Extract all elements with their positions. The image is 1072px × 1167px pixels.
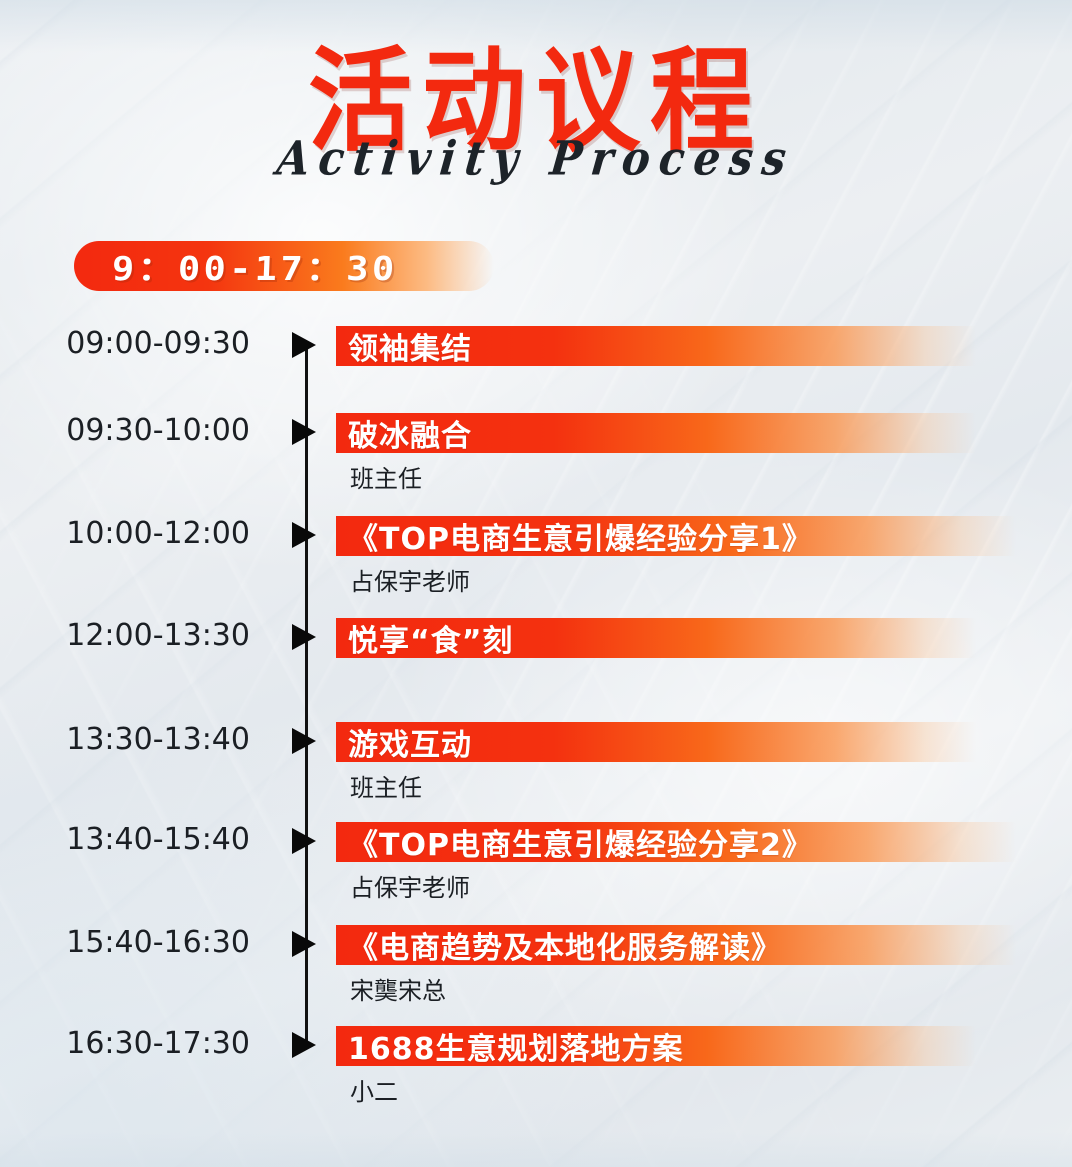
agenda-row-speaker: 占保宇老师 [350, 874, 470, 902]
page-title: 活动议程 [307, 35, 764, 167]
agenda-row-speaker: 班主任 [350, 465, 422, 493]
timeline-marker-triangle-icon [292, 419, 316, 445]
agenda-row-topic-bar: 1688生意规划落地方案 [336, 1026, 976, 1067]
agenda-row-topic-bar: 《TOP电商生意引爆经验分享1》 [336, 516, 1016, 557]
timeline-marker-triangle-icon [292, 728, 316, 754]
agenda-row-time: 13:30-13:40 [66, 722, 250, 757]
agenda-row-speaker: 宋龑宋总 [350, 977, 446, 1005]
agenda-row-speaker: 班主任 [350, 774, 422, 802]
agenda-row-time: 15:40-16:30 [66, 925, 250, 960]
timeline-marker-triangle-icon [292, 522, 316, 548]
agenda-row-speaker: 小二 [350, 1078, 398, 1106]
agenda-row-topic: 游戏互动 [348, 728, 472, 763]
agenda-row-topic-bar: 游戏互动 [336, 722, 976, 763]
agenda-row-topic: 领袖集结 [348, 332, 472, 367]
agenda-row-time: 16:30-17:30 [66, 1026, 250, 1061]
agenda-row-topic: 悦享“食”刻 [348, 624, 514, 659]
timeline-marker-triangle-icon [292, 1032, 316, 1058]
timeline-axis [305, 345, 308, 1045]
agenda-row-topic: 破冰融合 [348, 419, 472, 454]
agenda-row-topic-bar: 《电商趋势及本地化服务解读》 [336, 925, 1016, 966]
agenda-row-topic: 《TOP电商生意引爆经验分享2》 [348, 828, 813, 863]
agenda-row-time: 09:30-10:00 [66, 413, 250, 448]
poster-header: 活动议程 Activity Process [0, 44, 1072, 186]
agenda-row-topic: 《TOP电商生意引爆经验分享1》 [348, 522, 813, 557]
agenda-row-topic-bar: 悦享“食”刻 [336, 618, 976, 659]
timeline-marker-triangle-icon [292, 624, 316, 650]
agenda-row-topic: 《电商趋势及本地化服务解读》 [348, 931, 782, 966]
agenda-row-topic-bar: 《TOP电商生意引爆经验分享2》 [336, 822, 1016, 863]
time-badge-container: 9：00-17：30 [74, 241, 774, 293]
timeline-marker-triangle-icon [292, 931, 316, 957]
agenda-row-time: 13:40-15:40 [66, 822, 250, 857]
agenda-row-time: 12:00-13:30 [66, 618, 250, 653]
overall-time-badge: 9：00-17：30 [74, 241, 494, 291]
agenda-row-topic-bar: 领袖集结 [336, 326, 976, 367]
agenda-row-topic-bar: 破冰融合 [336, 413, 976, 454]
agenda-row-time: 10:00-12:00 [66, 516, 250, 551]
timeline-marker-triangle-icon [292, 332, 316, 358]
agenda-row-topic: 1688生意规划落地方案 [348, 1032, 684, 1067]
timeline-marker-triangle-icon [292, 828, 316, 854]
agenda-row-time: 09:00-09:30 [66, 326, 250, 361]
agenda-row-speaker: 占保宇老师 [350, 568, 470, 596]
